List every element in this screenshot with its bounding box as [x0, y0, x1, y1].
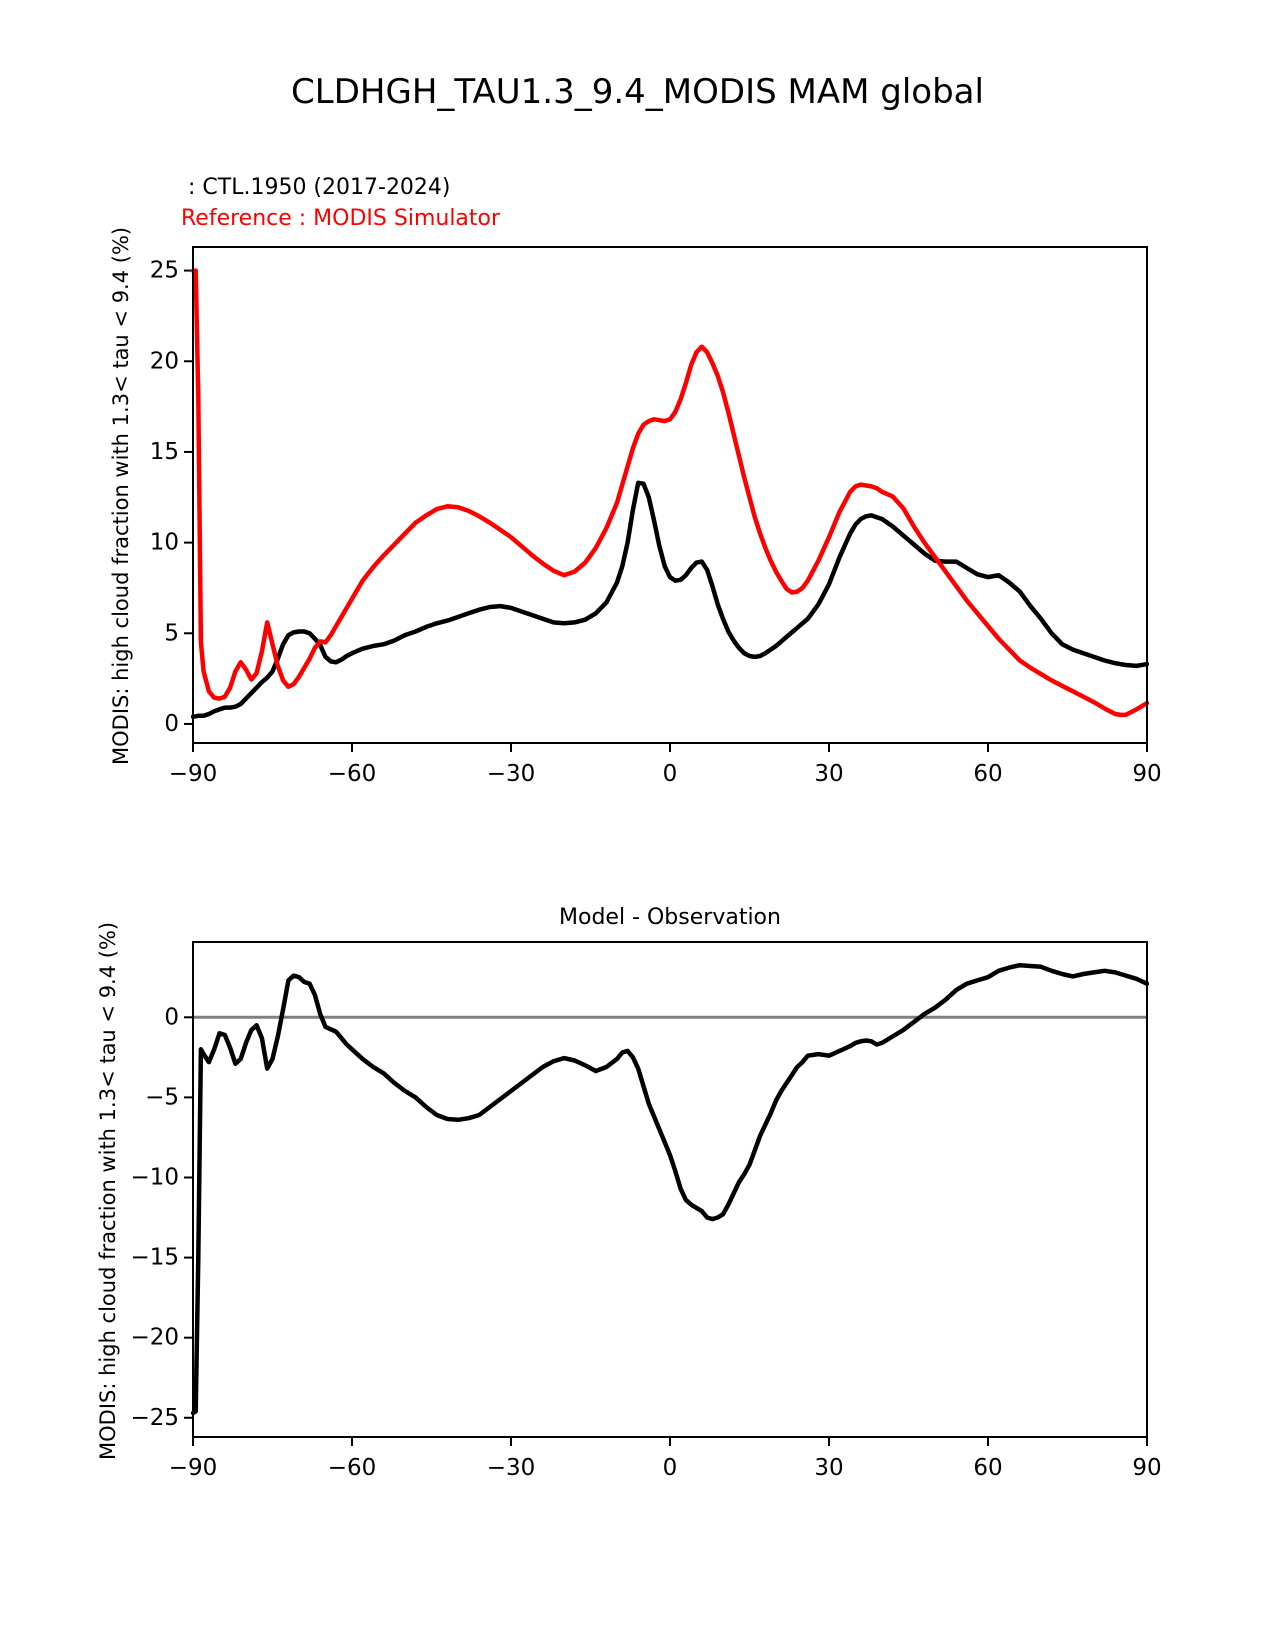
x-tick-label: −30 — [487, 1455, 536, 1481]
x-tick-label: 90 — [1132, 1455, 1161, 1481]
y-tick-label: 15 — [150, 439, 179, 465]
y-tick-label: 25 — [150, 258, 179, 284]
x-tick-label: 30 — [814, 761, 843, 787]
y-tick-label: −10 — [130, 1164, 179, 1190]
y-tick-label: 0 — [164, 1004, 179, 1030]
y-tick-label: −25 — [130, 1405, 179, 1431]
model-minus-observation-chart: −90 −60 −30 0 30 60 90 0 −5 −10 −15 −20 −25 — [130, 941, 1162, 1481]
bottom-chart-title: Model - Observation — [559, 905, 781, 930]
x-tick-label: 0 — [663, 1455, 678, 1481]
modis-simulator-line — [191, 268, 1149, 718]
x-tick-label: 60 — [973, 761, 1002, 787]
y-axis-ticks: 0 5 10 15 20 25 — [150, 258, 193, 737]
x-axis-ticks: −90 −60 −30 0 30 60 90 — [169, 743, 1162, 787]
y-tick-label: 5 — [164, 620, 179, 646]
model-observation-line — [191, 962, 1149, 1416]
ctl-1950-2017-2024--line — [191, 480, 1149, 719]
x-tick-label: 60 — [973, 1455, 1002, 1481]
x-tick-label: 30 — [814, 1455, 843, 1481]
axes-frame — [192, 941, 1148, 1438]
y-tick-label: −20 — [130, 1325, 179, 1351]
x-tick-label: −90 — [169, 761, 218, 787]
figure-title: CLDHGH_TAU1.3_9.4_MODIS MAM global — [291, 72, 984, 112]
y-tick-label: 0 — [164, 711, 179, 737]
y-tick-label: 20 — [150, 348, 179, 374]
legend-reference-label: Reference : MODIS Simulator — [181, 206, 501, 231]
axes-frame — [192, 246, 1148, 744]
x-tick-label: 90 — [1132, 761, 1161, 787]
x-tick-label: −90 — [169, 1455, 218, 1481]
x-tick-label: −60 — [328, 1455, 377, 1481]
legend-model-label: : CTL.1950 (2017-2024) — [181, 175, 451, 200]
x-axis-ticks: −90 −60 −30 0 30 60 90 — [169, 1437, 1162, 1481]
y-tick-label: −5 — [145, 1084, 179, 1110]
x-tick-label: −30 — [487, 761, 536, 787]
y-tick-label: 10 — [150, 530, 179, 556]
zonal-mean-cloud-fraction-chart: −90 −60 −30 0 30 60 90 0 5 10 15 20 25 — [150, 246, 1162, 787]
x-tick-label: 0 — [663, 761, 678, 787]
y-axis-ticks: 0 −5 −10 −15 −20 −25 — [130, 1004, 193, 1431]
x-tick-label: −60 — [328, 761, 377, 787]
y-tick-label: −15 — [130, 1245, 179, 1271]
